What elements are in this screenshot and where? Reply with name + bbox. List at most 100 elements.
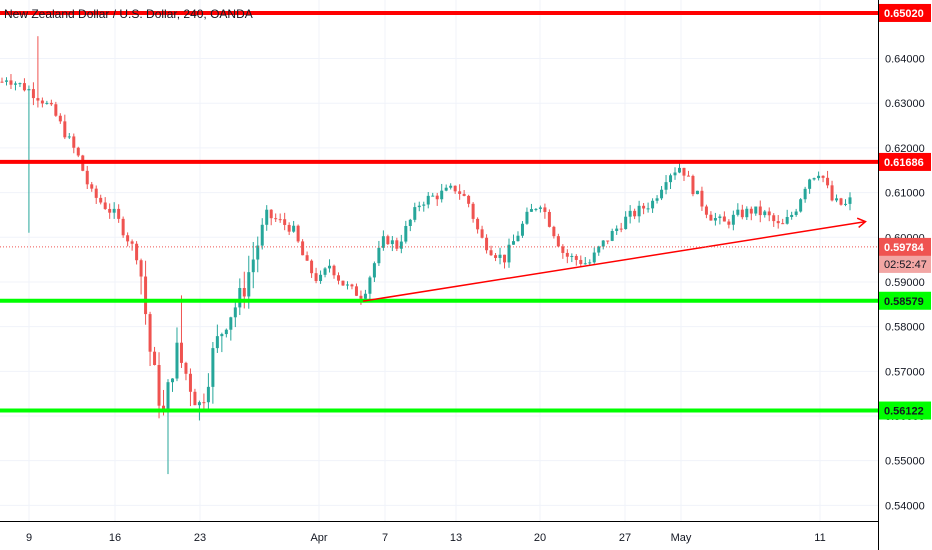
candle-body bbox=[184, 362, 188, 374]
level-price-tag[interactable] bbox=[879, 291, 931, 310]
candle-body bbox=[619, 228, 623, 230]
price-axis-tick-label: 0.62000 bbox=[885, 143, 925, 155]
candle-body bbox=[0, 81, 4, 83]
candle-body bbox=[597, 246, 601, 253]
candle-body bbox=[606, 240, 610, 242]
candle-body bbox=[179, 342, 183, 363]
candle-body bbox=[345, 284, 349, 286]
candle-body bbox=[417, 205, 421, 208]
candle-body bbox=[126, 235, 130, 242]
candle-body bbox=[835, 198, 839, 201]
candle-body bbox=[565, 252, 569, 257]
candle-body bbox=[529, 209, 533, 212]
candle-body bbox=[624, 216, 628, 230]
candle-body bbox=[538, 207, 542, 209]
candle-body bbox=[494, 255, 498, 258]
candle-body bbox=[556, 236, 560, 247]
countdown-label: 02:52:47 bbox=[884, 259, 927, 271]
price-axis-tick-label: 0.64000 bbox=[885, 54, 925, 66]
candle-body bbox=[377, 247, 381, 264]
candle-body bbox=[485, 237, 489, 251]
candle-body bbox=[381, 236, 385, 248]
candle-body bbox=[790, 214, 794, 217]
candle-body bbox=[4, 80, 8, 82]
candle-body bbox=[467, 195, 471, 204]
level-price-tag[interactable] bbox=[879, 401, 931, 420]
candle-body bbox=[211, 348, 215, 387]
candle-body bbox=[772, 215, 776, 222]
candle-body bbox=[673, 172, 677, 176]
level-price-tag-label: 0.56122 bbox=[884, 406, 924, 418]
candle-body bbox=[799, 199, 803, 212]
candle-body bbox=[337, 275, 341, 281]
candle-body bbox=[76, 147, 80, 156]
candle-body bbox=[525, 211, 529, 224]
candle-body bbox=[543, 207, 547, 212]
candle-body bbox=[215, 336, 219, 349]
candle-body bbox=[691, 175, 695, 195]
candle-body bbox=[826, 177, 830, 186]
candle-body bbox=[229, 317, 233, 330]
candle-body bbox=[628, 210, 632, 217]
candle-body bbox=[121, 218, 125, 236]
candle-body bbox=[233, 307, 237, 318]
candle-body bbox=[453, 185, 457, 192]
level-price-tag[interactable] bbox=[879, 152, 931, 171]
candle-body bbox=[570, 255, 574, 257]
time-axis-tick-label: 7 bbox=[382, 532, 388, 544]
candle-body bbox=[9, 80, 13, 85]
candle-body bbox=[63, 121, 67, 138]
candle-body bbox=[503, 254, 507, 263]
candle-body bbox=[103, 202, 107, 209]
candle-body bbox=[94, 188, 98, 198]
level-price-tag[interactable] bbox=[879, 3, 931, 22]
candle-body bbox=[157, 365, 161, 406]
candle-body bbox=[292, 225, 296, 232]
candle-body bbox=[646, 208, 650, 210]
candle-body bbox=[363, 293, 367, 299]
candle-body bbox=[440, 190, 444, 200]
candle-body bbox=[449, 185, 453, 188]
current-price-label: 0.59784 bbox=[884, 242, 925, 254]
candle-body bbox=[745, 208, 749, 218]
candle-body bbox=[561, 246, 565, 253]
candle-body bbox=[700, 190, 704, 207]
trendline[interactable] bbox=[362, 220, 866, 302]
candle-body bbox=[655, 198, 659, 201]
level-price-tag-label: 0.58579 bbox=[884, 296, 924, 308]
candle-body bbox=[844, 203, 848, 205]
candle-body bbox=[72, 136, 76, 148]
candle-body bbox=[458, 191, 462, 194]
candle-body bbox=[709, 214, 713, 221]
candle-body bbox=[839, 198, 843, 205]
candle-body bbox=[803, 188, 807, 200]
candle-body bbox=[808, 179, 812, 189]
candle-body bbox=[40, 100, 44, 104]
candle-body bbox=[99, 197, 103, 203]
price-axis-tick-label: 0.54000 bbox=[885, 500, 925, 512]
candle-body bbox=[776, 221, 780, 224]
candle-body bbox=[579, 259, 583, 264]
candle-body bbox=[610, 230, 614, 241]
candle-body bbox=[301, 241, 305, 256]
time-axis-tick-label: 27 bbox=[619, 532, 631, 544]
candle-body bbox=[274, 218, 278, 220]
candle-body bbox=[170, 378, 174, 383]
candle-body bbox=[754, 206, 758, 214]
candle-body bbox=[498, 254, 502, 258]
chart-title: New Zealand Dollar / U.S. Dollar, 240, O… bbox=[4, 7, 253, 21]
candle-body bbox=[67, 136, 71, 138]
candle-body bbox=[704, 206, 708, 215]
time-axis-tick-label: 13 bbox=[450, 532, 462, 544]
candle-body bbox=[49, 102, 53, 105]
candle-body bbox=[319, 274, 323, 282]
candle-body bbox=[444, 187, 448, 191]
candle-body bbox=[117, 208, 121, 219]
candle-body bbox=[332, 265, 336, 276]
time-axis-tick-label: 9 bbox=[26, 532, 32, 544]
candle-body bbox=[18, 83, 22, 85]
candle-body bbox=[848, 197, 852, 204]
time-axis-tick-label: Apr bbox=[310, 532, 327, 544]
